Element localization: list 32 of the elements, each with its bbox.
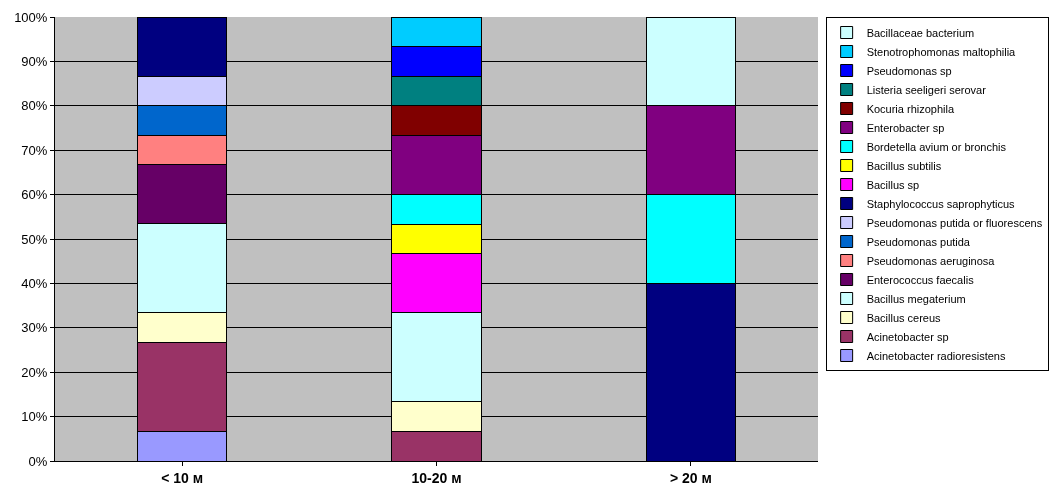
x-tick-label: > 20 м bbox=[669, 469, 712, 486]
y-tick-label: 90% bbox=[21, 53, 48, 69]
legend-label: Bacillus cereus bbox=[866, 311, 942, 324]
legend-label: Enterococcus faecalis bbox=[866, 273, 975, 286]
legend-label: Stenotrophomonas maltophilia bbox=[866, 45, 1017, 58]
y-tick-label: 60% bbox=[21, 187, 48, 203]
legend-label: Acinetobacter radioresistens bbox=[866, 349, 1006, 362]
y-tick-label: 100% bbox=[14, 9, 48, 25]
legend-label: Bacillus subtilis bbox=[866, 159, 942, 172]
legend-label: Pseudomonas putida bbox=[866, 235, 971, 248]
legend-label: Pseudomonas sp bbox=[866, 64, 952, 77]
legend-label: Acinetobacter sp bbox=[866, 330, 949, 343]
legend-label: Kocuria rhizophila bbox=[866, 102, 955, 115]
legend-label: Pseudomonas aeruginosa bbox=[866, 254, 996, 267]
legend-label: Bacillaceae bacterium bbox=[866, 26, 975, 39]
legend-label: Listeria seeligeri serovar bbox=[866, 83, 987, 96]
legend-label: Bordetella avium or bronchis bbox=[866, 140, 1007, 153]
legend-label: Enterobacter sp bbox=[866, 121, 945, 134]
y-tick-label: 50% bbox=[21, 231, 48, 247]
y-tick-label: 70% bbox=[21, 142, 48, 158]
legend-label: Bacillus sp bbox=[866, 178, 920, 191]
legend-label: Pseudomonas putida or fluorescens bbox=[866, 216, 1043, 229]
y-tick-label: 0% bbox=[28, 453, 48, 469]
y-tick-label: 10% bbox=[21, 409, 48, 425]
y-tick-label: 30% bbox=[21, 320, 48, 336]
x-tick-label: 10-20 м bbox=[411, 469, 462, 486]
y-tick-label: 40% bbox=[21, 275, 48, 291]
y-tick-label: 80% bbox=[21, 98, 48, 114]
legend-label: Bacillus megaterium bbox=[866, 292, 966, 305]
legend-label: Staphylococcus saprophyticus bbox=[866, 197, 1016, 210]
x-tick-label: < 10 м bbox=[161, 469, 204, 486]
y-tick-label: 20% bbox=[21, 364, 48, 380]
